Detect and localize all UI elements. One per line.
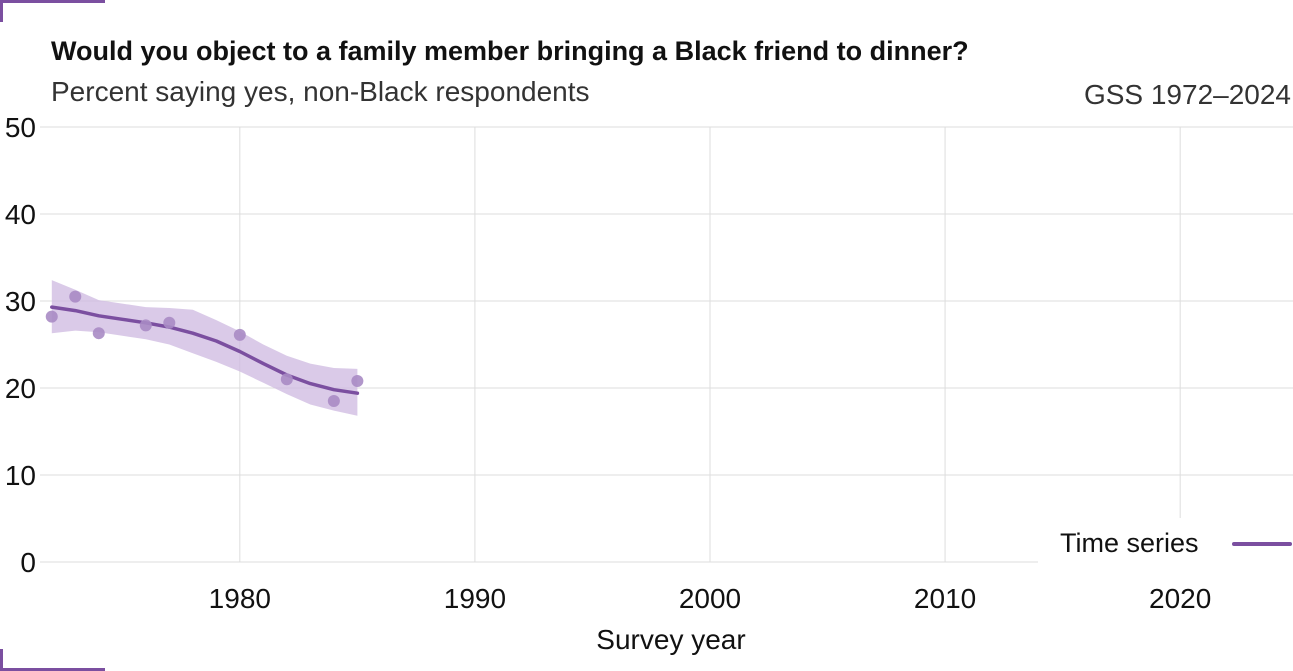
y-tick-label: 0 [20, 547, 36, 578]
y-tick-label: 50 [5, 112, 36, 143]
y-tick-label: 40 [5, 199, 36, 230]
y-tick-label: 30 [5, 286, 36, 317]
data-point [45, 310, 58, 323]
y-tick-label: 20 [5, 373, 36, 404]
x-axis-title: Survey year [596, 624, 745, 655]
data-point [163, 316, 176, 329]
data-point [233, 328, 246, 341]
x-tick-label: 2020 [1149, 583, 1211, 614]
trend-line [50, 305, 360, 395]
legend-line-key [1232, 542, 1292, 546]
y-axis-ticks: 0 10 20 30 40 50 [5, 112, 36, 578]
x-tick-label: 1990 [444, 583, 506, 614]
frame-corner-top [0, 0, 105, 3]
x-gridlines [239, 127, 1181, 562]
data-points-layer [45, 290, 364, 408]
x-tick-label: 2010 [914, 583, 976, 614]
legend: Time series [1038, 518, 1293, 570]
data-point [280, 373, 293, 386]
confidence-band [51, 280, 358, 416]
legend-label: Time series [1060, 528, 1199, 558]
data-point [139, 319, 152, 332]
x-axis-ticks: 1980 1990 2000 2010 2020 [209, 583, 1212, 614]
frame-corner-bottom-vertical [0, 649, 3, 671]
chart-subtitle: Percent saying yes, non-Black respondent… [51, 76, 590, 107]
x-tick-label: 2000 [679, 583, 741, 614]
data-point [69, 290, 82, 303]
x-tick-label: 1980 [209, 583, 271, 614]
frame-corner-bottom [0, 668, 105, 671]
chart-title: Would you object to a family member brin… [51, 36, 969, 66]
confidence-band-layer [51, 280, 358, 416]
frame-corner-top-vertical [0, 0, 3, 22]
data-point [92, 327, 105, 340]
chart-source: GSS 1972–2024 [1083, 79, 1291, 110]
data-point [351, 375, 364, 388]
y-tick-label: 10 [5, 460, 36, 491]
trend-line-layer [50, 305, 360, 395]
data-point [327, 395, 340, 408]
